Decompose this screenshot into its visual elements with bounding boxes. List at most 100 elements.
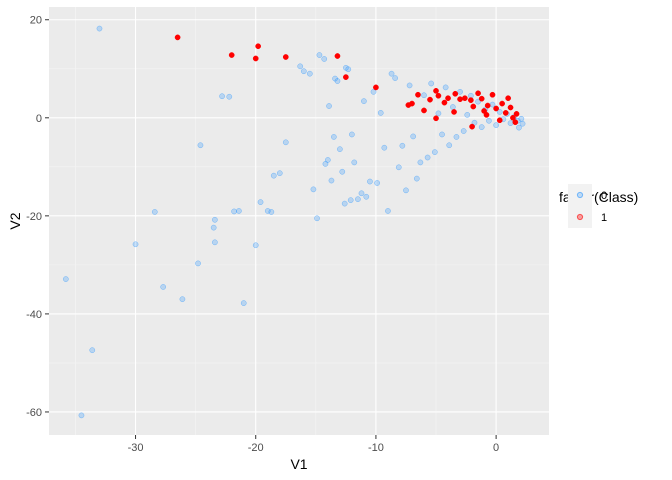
data-point-class-1 bbox=[483, 112, 490, 118]
data-point-class-1 bbox=[433, 87, 439, 94]
legend-label-1: 1 bbox=[601, 212, 607, 224]
data-point-class-0 bbox=[453, 134, 460, 140]
data-point-class-1 bbox=[457, 96, 463, 103]
x-axis-title: V1 bbox=[290, 456, 307, 472]
data-point-class-0 bbox=[464, 112, 471, 118]
legend: factor(Class) 0 1 bbox=[559, 184, 638, 228]
data-point-class-0 bbox=[195, 260, 201, 267]
data-point-class-0 bbox=[151, 209, 158, 215]
data-point-class-0 bbox=[439, 131, 445, 138]
data-point-class-1 bbox=[255, 43, 261, 50]
data-point-class-0 bbox=[392, 75, 399, 81]
x-tick-label: 0 bbox=[493, 442, 499, 454]
data-point-class-1 bbox=[409, 100, 415, 107]
data-point-class-0 bbox=[306, 70, 313, 77]
data-point-class-0 bbox=[460, 128, 467, 134]
data-point-class-1 bbox=[441, 99, 448, 106]
data-point-class-1 bbox=[499, 100, 505, 107]
data-point-class-1 bbox=[510, 114, 516, 121]
data-point-class-1 bbox=[427, 96, 433, 103]
data-point-class-1 bbox=[421, 107, 427, 114]
data-point-class-1 bbox=[343, 74, 349, 80]
data-point-class-0 bbox=[507, 120, 514, 127]
data-point-class-0 bbox=[268, 209, 275, 215]
data-point-class-0 bbox=[226, 93, 233, 100]
data-point-class-0 bbox=[341, 200, 348, 207]
plot-panel bbox=[49, 7, 549, 435]
series-class-0 bbox=[62, 25, 526, 419]
data-point-class-0 bbox=[212, 239, 218, 246]
data-point-class-0 bbox=[160, 284, 167, 290]
data-point-class-0 bbox=[236, 208, 242, 214]
x-tick-label: -30 bbox=[128, 442, 144, 454]
data-point-class-0 bbox=[89, 347, 96, 354]
data-point-class-0 bbox=[457, 88, 463, 95]
data-point-class-0 bbox=[355, 196, 361, 203]
data-point-class-0 bbox=[339, 168, 346, 175]
data-point-class-0 bbox=[316, 52, 323, 58]
data-point-class-0 bbox=[219, 93, 225, 100]
data-point-class-1 bbox=[252, 55, 259, 62]
data-point-class-1 bbox=[496, 117, 503, 124]
data-point-class-0 bbox=[395, 164, 402, 171]
data-point-class-0 bbox=[314, 215, 320, 222]
data-point-class-1 bbox=[334, 53, 341, 59]
data-point-class-0 bbox=[231, 208, 237, 215]
data-point-class-0 bbox=[442, 84, 449, 91]
data-point-class-0 bbox=[210, 224, 217, 231]
data-point-class-1 bbox=[462, 95, 468, 102]
data-point-class-1 bbox=[513, 111, 520, 117]
x-axis-ticks: -30 -20 -10 0 bbox=[128, 435, 499, 454]
data-point-class-0 bbox=[257, 199, 264, 205]
data-point-class-0 bbox=[270, 172, 277, 179]
data-point-class-1 bbox=[445, 95, 451, 102]
data-point-class-1 bbox=[502, 110, 509, 116]
grid-minor bbox=[49, 7, 549, 435]
data-point-class-0 bbox=[62, 276, 69, 282]
data-point-class-0 bbox=[370, 88, 377, 95]
data-point-class-0 bbox=[179, 296, 186, 303]
data-point-class-0 bbox=[377, 110, 384, 116]
data-point-class-0 bbox=[478, 124, 485, 130]
data-point-class-1 bbox=[415, 91, 421, 98]
y-tick-label: 0 bbox=[36, 113, 42, 125]
legend-dot-class-1 bbox=[576, 213, 584, 221]
data-point-class-0 bbox=[321, 56, 328, 62]
data-point-class-0 bbox=[282, 139, 289, 146]
data-point-class-0 bbox=[324, 157, 331, 163]
data-point-class-0 bbox=[328, 177, 335, 184]
y-tick-label: -60 bbox=[26, 407, 42, 419]
legend-key-1 bbox=[568, 206, 592, 228]
legend-key-0 bbox=[568, 184, 592, 206]
data-point-class-0 bbox=[403, 187, 409, 194]
legend-dot-class-0 bbox=[576, 191, 584, 199]
data-point-class-0 bbox=[337, 146, 343, 153]
data-point-class-1 bbox=[489, 91, 496, 98]
legend-label-0: 0 bbox=[601, 190, 607, 202]
data-point-class-1 bbox=[228, 52, 235, 58]
data-point-class-1 bbox=[433, 115, 439, 122]
data-point-class-0 bbox=[435, 110, 442, 117]
data-point-class-0 bbox=[240, 300, 247, 306]
data-point-class-0 bbox=[351, 159, 358, 166]
data-point-class-0 bbox=[388, 70, 395, 77]
y-tick-label: -20 bbox=[26, 211, 42, 223]
data-point-class-1 bbox=[507, 104, 514, 111]
data-point-class-0 bbox=[252, 242, 259, 249]
data-point-class-0 bbox=[197, 142, 204, 149]
data-point-class-1 bbox=[512, 119, 519, 126]
data-point-class-1 bbox=[505, 95, 511, 102]
data-point-class-0 bbox=[367, 178, 373, 185]
data-point-class-0 bbox=[406, 82, 413, 89]
data-point-class-0 bbox=[421, 92, 427, 99]
data-point-class-0 bbox=[424, 154, 431, 161]
data-point-class-0 bbox=[96, 25, 103, 32]
data-point-class-0 bbox=[516, 124, 522, 131]
data-point-class-1 bbox=[478, 95, 485, 102]
y-tick-label: 20 bbox=[30, 15, 42, 27]
data-point-class-1 bbox=[451, 109, 457, 115]
data-point-class-0 bbox=[496, 109, 503, 115]
data-point-class-0 bbox=[518, 115, 525, 122]
data-point-class-1 bbox=[475, 90, 481, 97]
